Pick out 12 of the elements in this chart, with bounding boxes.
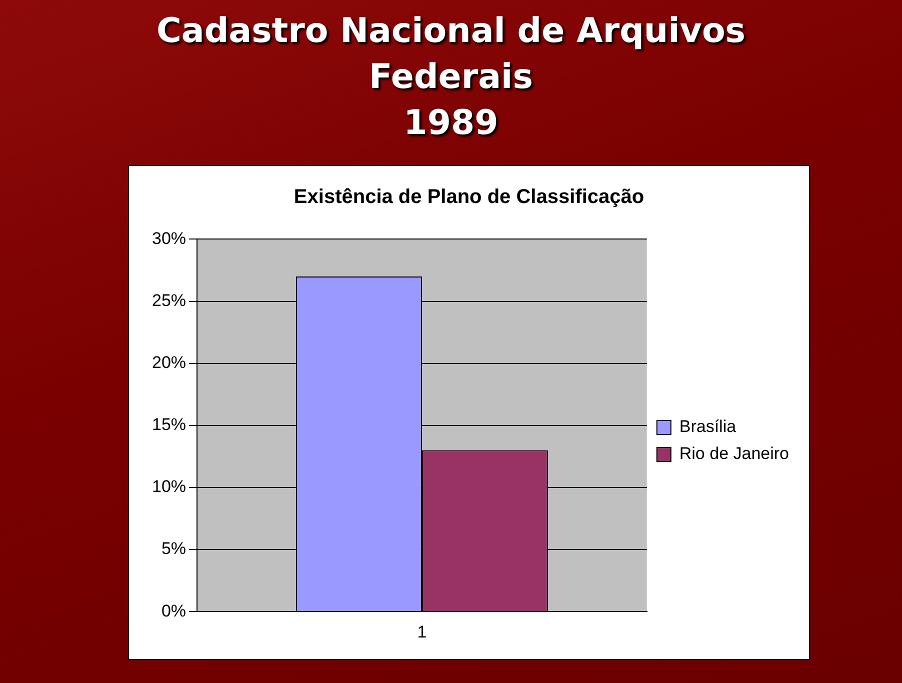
y-tick-label: 20% [152, 353, 186, 372]
y-tick-label: 10% [152, 477, 186, 496]
y-tick-label: 25% [152, 290, 186, 310]
chart-subtitle: Existência de Plano de Classificação [292, 186, 646, 209]
y-tick-label: 5% [161, 539, 186, 558]
x-tick-label: 1 [417, 622, 427, 642]
y-tick-label: 30% [152, 228, 186, 248]
legend-label: Rio de Janeiro [679, 444, 790, 464]
y-tick-label: 0% [161, 601, 186, 620]
legend-label: Brasília [679, 417, 737, 436]
y-tick-label: 15% [152, 415, 186, 434]
chart-title: Cadastro Nacional de Arquivos Federais 1989 [155, 10, 747, 145]
